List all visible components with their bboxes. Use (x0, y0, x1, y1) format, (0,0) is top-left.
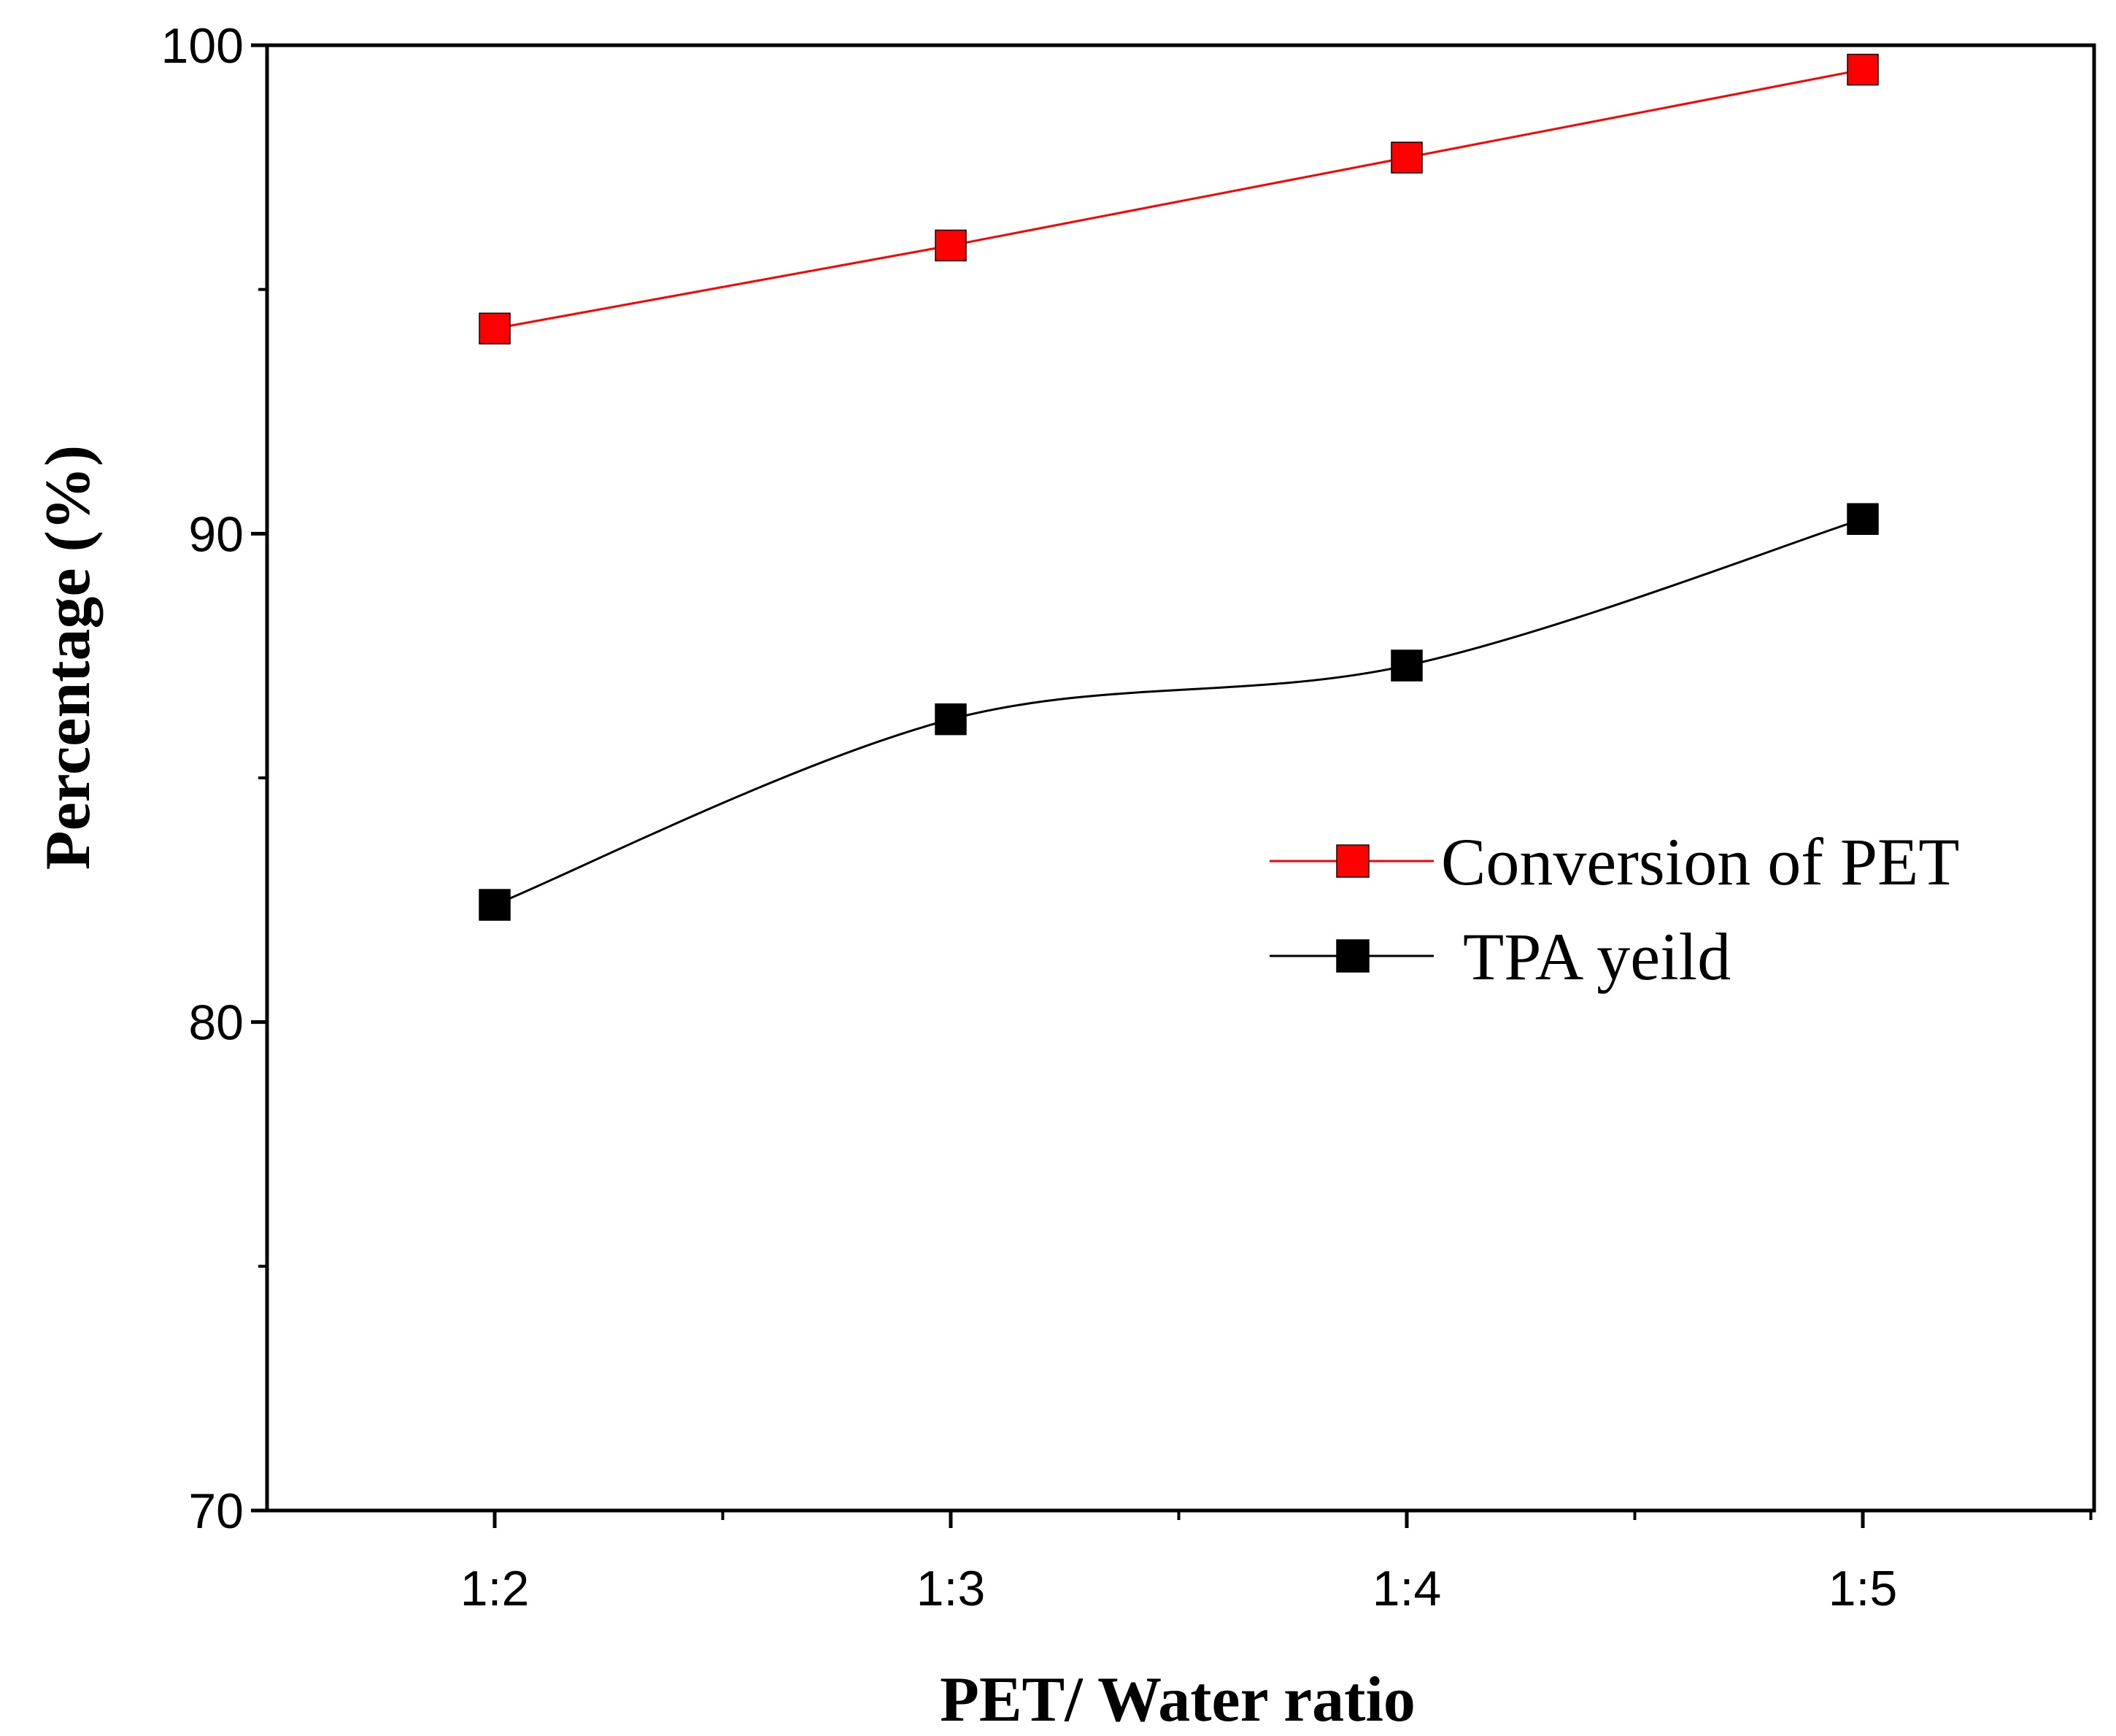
y-tick-label: 70 (188, 1484, 244, 1539)
y-axis-title: Percentage (%) (33, 445, 104, 870)
legend: Conversion of PET TPA yeild (1270, 825, 1959, 994)
x-tick-label: 1:2 (460, 1561, 530, 1616)
plot-frame (265, 43, 2096, 1513)
series-2-marker (479, 889, 511, 921)
series-2-marker (1391, 649, 1423, 682)
x-tick-label: 1:5 (1829, 1561, 1898, 1616)
x-axis-title: PET/ Water ratio (940, 1664, 1416, 1735)
series-1-marker (1391, 142, 1423, 174)
series-2-marker (935, 703, 967, 736)
y-tick-label: 100 (161, 18, 244, 74)
series-2-marker (1847, 503, 1879, 536)
axis-ticks: 70 80 90 100 1:2 1:3 1:4 1:5 (161, 18, 2093, 1616)
legend-label-1: Conversion of PET (1441, 825, 1959, 899)
x-tick-label: 1:4 (1372, 1561, 1442, 1616)
legend-marker-2 (1336, 939, 1370, 973)
series-layer (479, 53, 1879, 921)
series-line-2 (494, 517, 1864, 906)
legend-marker-1 (1336, 844, 1370, 878)
plot-area-border (265, 43, 2096, 1513)
y-tick-label: 90 (188, 506, 244, 562)
y-tick-label: 80 (188, 995, 244, 1051)
series-1-marker (1847, 53, 1879, 86)
series-line-1 (494, 68, 1864, 330)
x-tick-label: 1:3 (916, 1561, 986, 1616)
series-1-marker (479, 312, 511, 344)
series-1-marker (935, 229, 967, 262)
legend-label-2: TPA yeild (1463, 919, 1731, 994)
